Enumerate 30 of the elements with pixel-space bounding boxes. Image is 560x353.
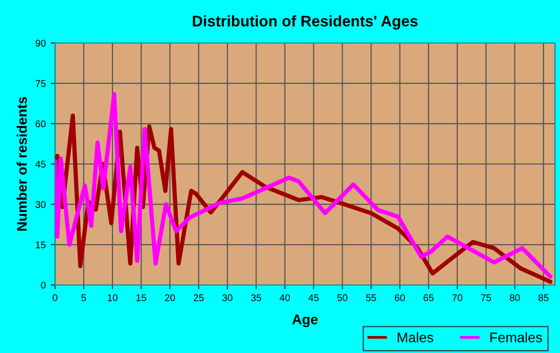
chart-title: Distribution of Residents' Ages — [192, 15, 418, 30]
x-tick-label: 35 — [251, 294, 262, 302]
x-tick-label: 55 — [366, 294, 376, 302]
x-tick-label: 70 — [452, 294, 462, 302]
legend-label: Females — [490, 332, 542, 342]
x-tick-label: 15 — [136, 294, 146, 302]
y-axis-title: Number of residents — [16, 97, 27, 231]
x-tick-label: 60 — [394, 294, 405, 302]
x-tick-label: 65 — [424, 294, 434, 302]
y-tick-label: 60 — [36, 120, 46, 128]
x-tick-label: 80 — [510, 294, 520, 302]
y-tick-label: 30 — [36, 201, 46, 208]
x-tick-label: 20 — [165, 294, 175, 302]
x-tick-label: 25 — [194, 294, 204, 302]
legend-label: Males — [398, 332, 434, 342]
x-tick-label: 30 — [222, 294, 232, 302]
x-tick-label: 40 — [280, 294, 290, 302]
y-tick-label: 0 — [40, 282, 46, 289]
x-tick-label: 5 — [81, 294, 86, 302]
y-tick-label: 90 — [36, 40, 46, 47]
x-tick-label: 10 — [108, 294, 118, 302]
x-tick-label: 50 — [337, 294, 348, 302]
y-tick-label: 15 — [36, 242, 46, 248]
y-tick-label: 45 — [35, 160, 46, 168]
y-tick-label: 75 — [36, 80, 46, 87]
x-tick-label: 45 — [308, 294, 319, 302]
x-axis-title: Age — [292, 314, 318, 328]
x-tick-label: 0 — [52, 294, 58, 302]
x-tick-label: 85 — [538, 294, 549, 302]
x-tick-label: 75 — [481, 294, 492, 302]
